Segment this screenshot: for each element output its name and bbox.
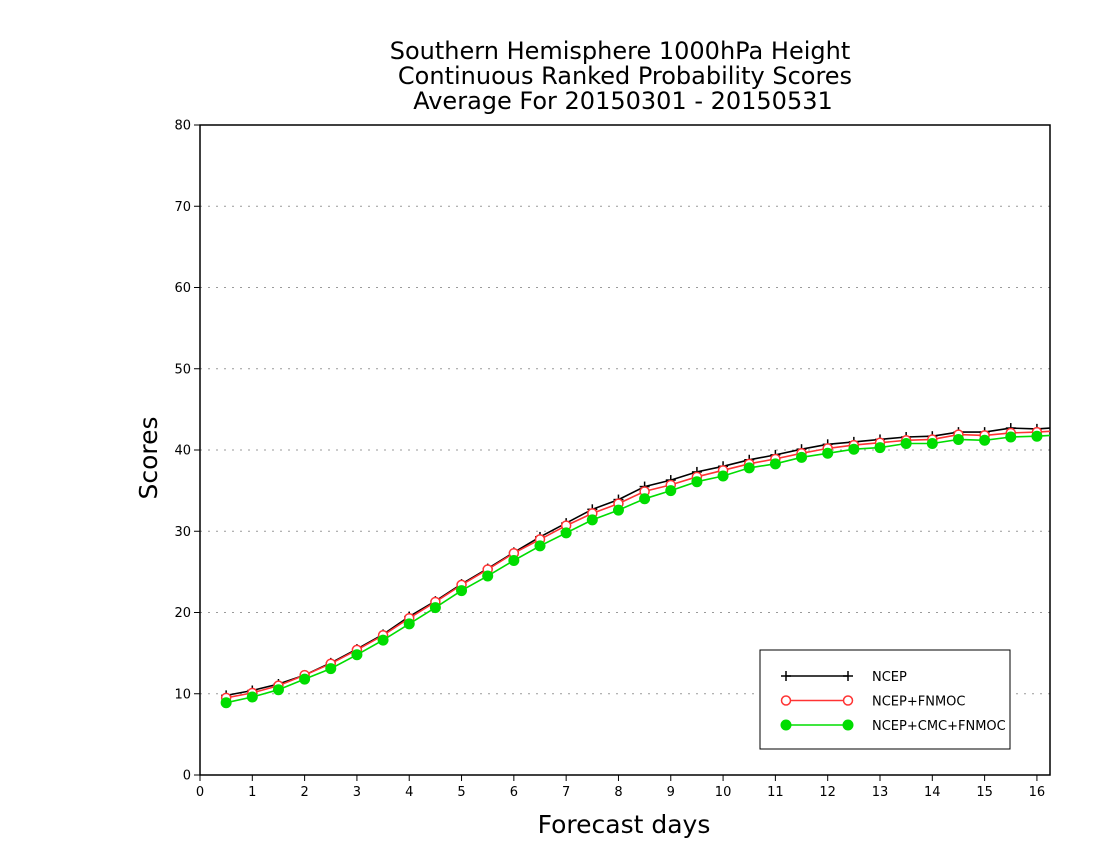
data-point: [586, 514, 598, 526]
legend-label: NCEP+CMC+FNMOC: [872, 719, 1006, 734]
x-tick-label: 7: [562, 785, 570, 800]
x-tick-label: 1: [248, 785, 256, 800]
x-tick-label: 14: [924, 785, 941, 800]
y-tick-label: 60: [174, 281, 191, 296]
data-point: [926, 438, 938, 449]
data-point: [769, 458, 781, 470]
data-point: [272, 684, 284, 696]
series-2: [220, 430, 1051, 709]
data-point: [299, 673, 311, 685]
x-tick-label: 3: [353, 785, 361, 800]
data-point: [534, 540, 546, 552]
x-axis: 0 1 2 3 4 5 6 7 8 9 10 11 12 13 14 15 16: [196, 775, 1045, 800]
legend-marker: [843, 671, 853, 681]
legend-marker: [781, 671, 791, 681]
data-point: [848, 443, 860, 455]
y-tick-label: 80: [174, 119, 191, 134]
data-point: [691, 476, 703, 488]
x-tick-label: 8: [614, 785, 622, 800]
data-point: [456, 585, 468, 597]
data-point: [639, 493, 651, 505]
x-tick-label: 0: [196, 785, 204, 800]
legend-marker: [842, 719, 854, 731]
y-axis: 0 10 20 30 40 50 60 70 80: [174, 119, 200, 784]
data-point: [508, 555, 520, 566]
x-tick-label: 11: [767, 785, 784, 800]
y-tick-label: 20: [174, 606, 191, 621]
x-tick-label: 2: [300, 785, 308, 800]
data-point: [665, 485, 677, 497]
chart-title-line-2: Continuous Ranked Probability Scores: [398, 62, 852, 90]
y-tick-label: 30: [174, 525, 191, 540]
legend-marker: [842, 695, 854, 706]
legend-marker: [780, 719, 792, 731]
chart-title-line-1: Southern Hemisphere 1000hPa Height: [390, 37, 850, 65]
data-point: [796, 451, 808, 463]
x-tick-label: 16: [1029, 785, 1046, 800]
legend-item: NCEP+CMC+FNMOC: [780, 719, 1006, 734]
chart-title-line-3: Average For 20150301 - 20150531: [413, 87, 833, 115]
x-tick-label: 15: [976, 785, 993, 800]
y-tick-label: 50: [174, 362, 191, 377]
legend-box: [759, 649, 1011, 750]
x-tick-label: 4: [405, 785, 413, 800]
x-tick-label: 12: [819, 785, 836, 800]
legend: NCEP NCEP+FNMOC NCEP+CMC+FNMOC: [759, 649, 1011, 750]
data-point: [979, 434, 991, 446]
legend-label: NCEP: [872, 670, 907, 685]
y-axis-label: Scores: [134, 416, 163, 499]
data-point: [1031, 430, 1043, 442]
y-tick-label: 40: [174, 444, 191, 459]
legend-item: NCEP: [781, 670, 907, 685]
series: [220, 423, 1051, 709]
data-point: [246, 691, 258, 703]
data-point: [952, 433, 964, 445]
data-point: [429, 602, 441, 614]
data-point: [482, 570, 494, 582]
data-point: [220, 697, 232, 709]
chart-title: Southern Hemisphere 1000hPa Height Conti…: [390, 37, 852, 115]
x-tick-label: 6: [510, 785, 518, 800]
data-point: [377, 634, 389, 646]
x-tick-label: 9: [667, 785, 675, 800]
data-point: [351, 649, 363, 661]
data-point: [822, 447, 834, 459]
data-point: [403, 618, 415, 630]
y-tick-label: 70: [174, 200, 191, 215]
legend-item: NCEP+FNMOC: [780, 695, 965, 710]
x-tick-label: 5: [457, 785, 465, 800]
data-point: [874, 442, 886, 454]
data-point: [717, 470, 729, 482]
grid: [200, 205, 1050, 695]
x-axis-label: Forecast days: [538, 810, 711, 839]
data-point: [612, 504, 624, 516]
data-point: [325, 663, 337, 675]
x-tick-label: 10: [715, 785, 732, 800]
y-tick-label: 0: [183, 769, 191, 784]
data-point: [560, 527, 572, 539]
data-point: [900, 438, 912, 449]
x-tick-label: 13: [872, 785, 889, 800]
data-point: [743, 462, 755, 474]
data-point: [1005, 431, 1017, 443]
y-tick-label: 10: [174, 687, 191, 702]
legend-label: NCEP+FNMOC: [872, 695, 965, 710]
legend-marker: [780, 695, 792, 706]
